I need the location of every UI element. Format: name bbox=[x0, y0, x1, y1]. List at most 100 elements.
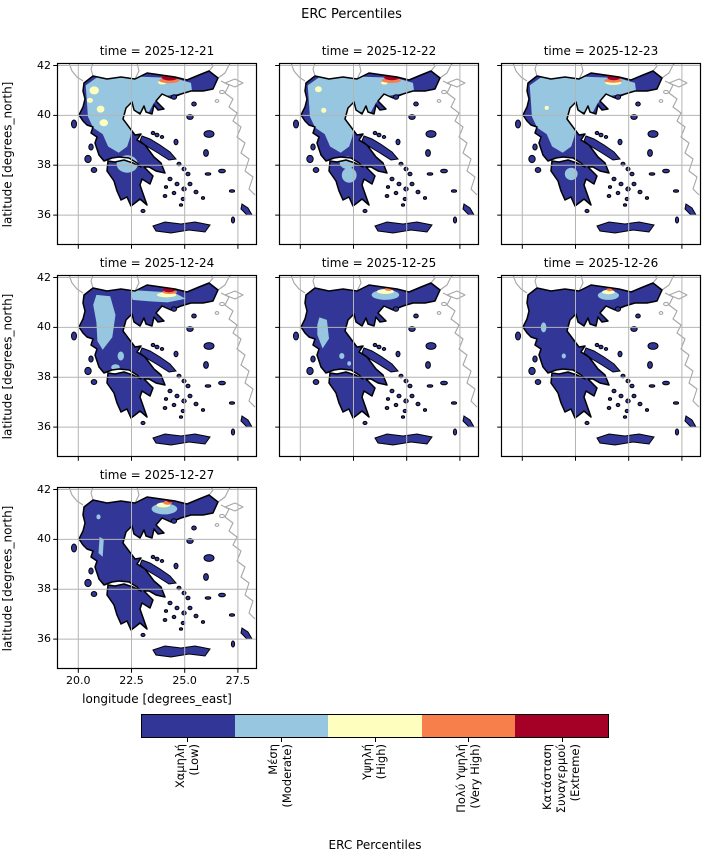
greece-coastline bbox=[522, 282, 663, 419]
axis-ticks bbox=[53, 489, 239, 673]
axes-frame bbox=[56, 62, 258, 246]
greece-map bbox=[275, 274, 480, 461]
colorbar-segment-very_high bbox=[421, 715, 515, 737]
panel-title: time = 2025-12-23 bbox=[543, 44, 659, 58]
greece-coastline bbox=[78, 282, 219, 419]
x-axis-label: longitude [degrees_east] bbox=[82, 692, 232, 706]
erc-class-region-moderate bbox=[98, 536, 104, 557]
erc-class-region-moderate bbox=[93, 294, 116, 350]
greece-mainland bbox=[523, 283, 662, 418]
map-panel: time = 2025-12-27 bbox=[1, 468, 258, 706]
y-tick-label: 42 bbox=[37, 270, 51, 284]
map-gridlines bbox=[501, 63, 701, 245]
y-tick-label: 36 bbox=[37, 208, 51, 222]
x-tick-label: 20.0 bbox=[66, 674, 91, 687]
colorbar-tick bbox=[187, 738, 189, 742]
map-panel: time = 2025-12-21 bbox=[1, 44, 258, 249]
axis-ticks bbox=[497, 65, 683, 249]
colorbar-segment-high bbox=[328, 715, 422, 737]
map-gridlines bbox=[501, 275, 701, 457]
x-tick-label: 27.5 bbox=[225, 674, 251, 687]
greece-map bbox=[497, 274, 702, 461]
y-tick-label: 38 bbox=[37, 370, 51, 384]
greek-islands bbox=[515, 306, 697, 446]
erc-class-region-moderate bbox=[341, 167, 357, 183]
y-axis-label: latitude [degrees_north] bbox=[0, 81, 15, 228]
erc-class-region-high bbox=[96, 105, 105, 113]
map-panel: time = 2025-12-26 bbox=[497, 256, 702, 461]
axes-frame bbox=[56, 274, 258, 458]
colorbar-tick bbox=[280, 738, 282, 742]
greece-map bbox=[275, 62, 480, 249]
colorbar bbox=[141, 714, 609, 738]
erc-class-region-moderate bbox=[96, 514, 101, 520]
greece-coastline bbox=[300, 282, 441, 419]
y-axis-label: latitude [degrees_north] bbox=[0, 505, 15, 652]
map-gridlines bbox=[57, 487, 257, 669]
percentile-class-overlays bbox=[317, 287, 400, 366]
map-gridlines bbox=[279, 275, 479, 457]
panel-title: time = 2025-12-25 bbox=[321, 256, 437, 270]
panel-title: time = 2025-12-22 bbox=[321, 44, 437, 58]
colorbar-segment-moderate bbox=[235, 715, 329, 737]
y-tick-label: 40 bbox=[37, 532, 51, 546]
axes-frame bbox=[500, 62, 702, 246]
erc-class-region-high bbox=[89, 86, 99, 95]
colorbar-tick bbox=[561, 738, 563, 742]
axis-ticks bbox=[497, 277, 683, 461]
greece-coastline bbox=[522, 70, 663, 207]
axes-frame bbox=[278, 62, 480, 246]
greece-map bbox=[53, 486, 258, 673]
map-panel: time = 2025-12-22 bbox=[275, 44, 480, 249]
neighbor-country-borders bbox=[290, 274, 478, 408]
greek-islands bbox=[515, 94, 697, 234]
erc-class-region-high bbox=[544, 105, 549, 110]
panel-title: time = 2025-12-27 bbox=[99, 468, 215, 482]
y-tick-label: 42 bbox=[37, 482, 51, 496]
colorbar-tick bbox=[468, 738, 470, 742]
greece-map bbox=[497, 62, 702, 249]
erc-class-region-moderate bbox=[339, 353, 345, 359]
y-tick-label: 38 bbox=[37, 582, 51, 596]
greece-coastline bbox=[300, 70, 441, 207]
map-gridlines bbox=[279, 63, 479, 245]
axes-frame bbox=[56, 486, 258, 670]
greek-islands bbox=[71, 94, 253, 234]
erc-class-region-very_high bbox=[606, 288, 613, 292]
map-panel: time = 2025-12-25 bbox=[275, 256, 480, 461]
erc-class-region-moderate bbox=[347, 361, 352, 366]
y-tick-label: 38 bbox=[37, 158, 51, 172]
greece-mainland bbox=[301, 283, 440, 418]
y-axis-label: latitude [degrees_north] bbox=[0, 293, 15, 440]
percentile-class-overlays bbox=[93, 287, 186, 371]
colorbar-segment-low bbox=[142, 715, 236, 737]
map-gridlines bbox=[57, 63, 257, 245]
erc-class-region-high bbox=[602, 289, 615, 295]
figure-title: ERC Percentiles bbox=[301, 7, 402, 22]
panel-title: time = 2025-12-26 bbox=[543, 256, 659, 270]
greece-map bbox=[53, 274, 258, 461]
greece-mainland bbox=[79, 495, 218, 630]
greece-coastline bbox=[78, 70, 219, 207]
erc-class-region-high bbox=[315, 86, 322, 93]
erc-class-region-high bbox=[99, 119, 109, 127]
colorbar-tick bbox=[374, 738, 376, 742]
percentile-class-overlays bbox=[540, 287, 619, 359]
x-tick-label: 22.5 bbox=[119, 674, 144, 687]
y-tick-label: 40 bbox=[37, 320, 51, 334]
erc-class-region-moderate bbox=[317, 317, 329, 349]
greece-map bbox=[53, 62, 258, 249]
greek-islands bbox=[293, 306, 475, 446]
greek-islands bbox=[293, 94, 475, 234]
map-panel: time = 2025-12-23 bbox=[497, 44, 702, 249]
y-tick-label: 42 bbox=[37, 58, 51, 72]
erc-class-region-moderate bbox=[117, 351, 124, 361]
greece-coastline bbox=[78, 494, 219, 631]
axis-ticks bbox=[53, 277, 239, 461]
erc-class-region-high bbox=[321, 107, 327, 113]
erc-class-region-moderate bbox=[564, 167, 578, 181]
colorbar-segment-extreme bbox=[514, 715, 609, 737]
axis-ticks bbox=[275, 277, 461, 461]
axis-ticks bbox=[275, 65, 461, 249]
